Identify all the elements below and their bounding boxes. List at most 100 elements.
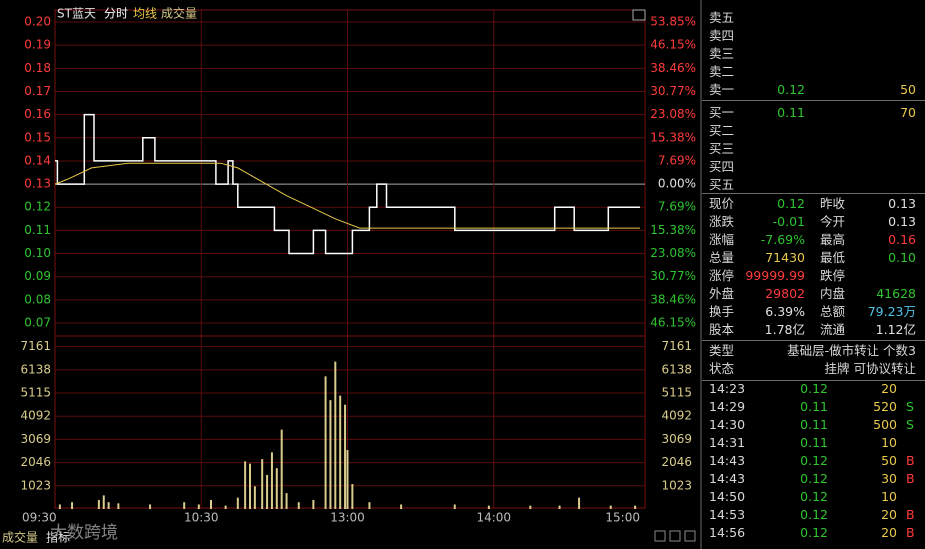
x-tick-label: 09:30 — [22, 511, 57, 525]
book-label: 卖三 — [709, 46, 735, 61]
stat-label: 最高 — [820, 232, 846, 247]
trade-time: 14:29 — [709, 399, 746, 414]
separator — [702, 380, 925, 381]
separator — [702, 340, 925, 341]
trade-volume: 520 — [873, 399, 897, 414]
y-tick-label: 0.17 — [24, 84, 51, 98]
trade-time: 14:43 — [709, 453, 746, 468]
stat-value: 29802 — [765, 286, 805, 301]
info-value: 挂牌 可协议转让 — [824, 361, 916, 376]
y-tick-label: 0.07 — [24, 316, 51, 330]
volume-bar — [368, 502, 371, 509]
y-tick-label: 0.13 — [24, 177, 51, 191]
tab[interactable]: 成交量 — [161, 6, 197, 21]
x-tick-label: 14:00 — [476, 511, 511, 525]
book-label: 卖一 — [709, 82, 735, 97]
volume-bar — [102, 495, 105, 509]
trade-volume: 30 — [881, 471, 897, 486]
trade-side: B — [906, 453, 915, 468]
trade-time: 14:31 — [709, 435, 746, 450]
y-tick-label: 0.16 — [24, 107, 51, 121]
volume-bar — [224, 505, 227, 509]
volume-bar — [117, 503, 120, 509]
y-tick-label: 0.15 — [24, 130, 51, 144]
trade-volume: 10 — [881, 435, 897, 450]
tab[interactable]: 分时 — [104, 7, 128, 21]
stat-value: -7.69% — [760, 232, 805, 247]
book-volume: 70 — [900, 105, 916, 120]
nav-button[interactable] — [684, 530, 696, 542]
y2-tick-label: 23.08% — [650, 107, 696, 121]
watermark: 大数跨境 — [50, 523, 118, 543]
bottom-tab[interactable]: 指标 — [46, 530, 70, 545]
volume-bar — [453, 504, 456, 509]
y-tick-label: 4092 — [661, 409, 692, 423]
trade-volume: 10 — [881, 489, 897, 504]
volume-bar — [529, 505, 532, 509]
stat-value: 0.13 — [888, 214, 916, 229]
y2-tick-label: 15.38% — [650, 130, 696, 144]
volume-bar — [312, 499, 315, 509]
nav-button[interactable] — [654, 530, 666, 542]
nav-button[interactable] — [669, 530, 681, 542]
stat-label: 涨停 — [709, 268, 735, 283]
info-label: 类型 — [709, 343, 735, 358]
info-value: 基础层-做市转让 个数3 — [787, 343, 916, 358]
volume-bar — [266, 474, 269, 509]
volume-bar — [400, 504, 403, 509]
volume-bar — [210, 499, 212, 509]
tab[interactable]: 均线 — [133, 7, 157, 21]
y2-tick-label: 15.38% — [650, 223, 696, 237]
volume-bar — [329, 400, 332, 509]
y-tick-label: 5115 — [20, 386, 51, 400]
volume-bar — [280, 429, 283, 509]
stat-label: 总量 — [709, 250, 735, 265]
info-label: 状态 — [709, 361, 735, 376]
trade-volume: 20 — [881, 507, 897, 522]
y2-tick-label: 53.85% — [650, 15, 696, 29]
volume-bar — [351, 484, 354, 509]
stat-value: 79.23万 — [867, 304, 916, 319]
y-tick-label: 1023 — [661, 478, 692, 492]
y-tick-label: 0.14 — [24, 153, 51, 167]
y2-tick-label: 46.15% — [650, 316, 696, 330]
stat-value: 1.78亿 — [764, 322, 805, 337]
y-tick-label: 3069 — [20, 432, 51, 446]
trade-price: 0.11 — [800, 399, 828, 414]
trade-side: S — [906, 417, 914, 432]
bottom-tab[interactable]: 成交量 — [2, 530, 38, 545]
volume-bar — [324, 376, 327, 509]
stat-label: 总额 — [820, 304, 846, 319]
book-price: 0.11 — [777, 105, 805, 120]
book-label: 卖四 — [709, 28, 735, 43]
volume-bar — [71, 502, 74, 509]
trade-time: 14:30 — [709, 417, 746, 432]
separator — [702, 193, 925, 194]
volume-bar — [578, 497, 581, 509]
price-line — [55, 113, 640, 255]
stat-label: 今开 — [820, 214, 846, 229]
y2-tick-label: 0.00% — [658, 177, 696, 191]
book-label: 买一 — [709, 105, 735, 120]
y2-tick-label: 23.08% — [650, 246, 696, 260]
stat-label: 现价 — [709, 196, 735, 211]
volume-bar — [487, 505, 490, 509]
volume-bar — [249, 463, 251, 509]
window-button[interactable] — [632, 9, 646, 21]
book-volume: 50 — [900, 82, 916, 97]
stat-label: 外盘 — [709, 286, 735, 301]
volume-bar — [270, 452, 273, 509]
stat-label: 内盘 — [820, 286, 846, 301]
stock-name: ST蓝天 — [57, 7, 96, 21]
stat-value: 41628 — [876, 286, 916, 301]
trade-price: 0.12 — [800, 507, 828, 522]
y2-tick-label: 38.46% — [650, 61, 696, 75]
x-tick-label: 15:00 — [605, 511, 640, 525]
stat-label: 换手 — [709, 304, 735, 319]
y2-tick-label: 30.77% — [650, 269, 696, 283]
volume-bar — [339, 395, 342, 509]
stat-value: -0.01 — [772, 214, 805, 229]
y-tick-label: 3069 — [661, 432, 692, 446]
volume-bar — [609, 505, 612, 509]
y-tick-label: 1023 — [20, 478, 51, 492]
